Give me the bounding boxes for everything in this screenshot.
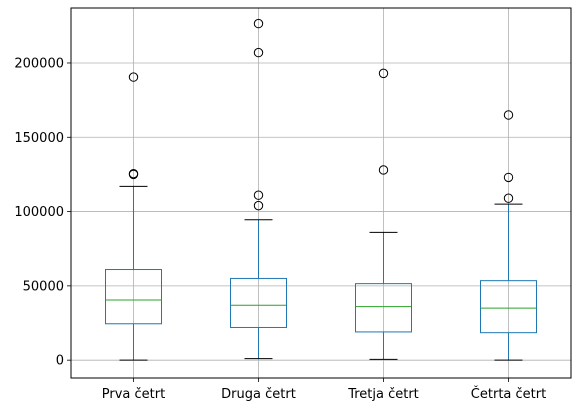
outlier-point	[253, 47, 264, 58]
box-group	[480, 110, 537, 361]
y-tick-label: 0	[56, 354, 64, 369]
outlier-point	[503, 172, 514, 183]
y-tick-label: 150000	[14, 131, 64, 146]
plot-area-frame	[70, 7, 572, 379]
iqr-box	[355, 283, 412, 333]
outlier-point	[378, 68, 389, 79]
iqr-box	[230, 277, 287, 328]
x-tick-label: Tretja četrt	[347, 387, 419, 402]
box-group	[230, 18, 287, 360]
x-tick-label: Druga četrt	[221, 387, 296, 402]
iqr-box	[480, 280, 537, 334]
x-tick-label: Četrta četrt	[471, 386, 546, 402]
y-tick-label: 50000	[23, 279, 64, 294]
y-tick-label: 200000	[14, 56, 64, 71]
outlier-point	[253, 18, 264, 29]
x-axis: Prva četrt Druga četrt Tretja četrt Četrta …	[102, 378, 546, 402]
y-axis: 0 50000 100000 150000 200000	[14, 56, 71, 369]
boxes	[105, 18, 537, 361]
outlier-point	[503, 110, 514, 120]
outlier-point	[503, 193, 514, 203]
box-group	[355, 68, 412, 360]
iqr-box	[105, 269, 162, 325]
grid	[71, 8, 571, 378]
outlier-point	[253, 200, 264, 211]
outlier-point	[378, 165, 389, 175]
x-tick-label: Prva četrt	[102, 387, 165, 402]
y-tick-label: 100000	[14, 205, 64, 220]
outlier-point	[128, 72, 139, 82]
outlier-point	[253, 190, 264, 200]
box-group	[105, 72, 162, 361]
outlier-point	[128, 168, 139, 179]
